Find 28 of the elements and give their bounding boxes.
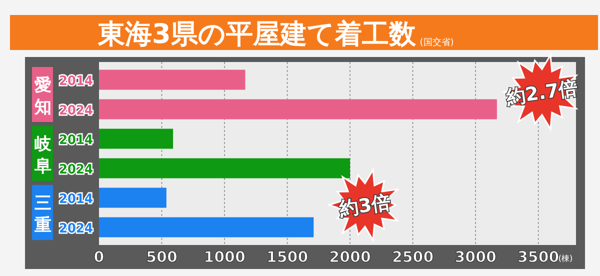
y-tick-label: 2014 <box>59 132 96 148</box>
bar <box>99 128 174 149</box>
y-tick-label: 2024 <box>59 221 96 236</box>
x-tick-label: 500 <box>146 248 178 266</box>
x-tick-label: 1000 <box>204 248 246 266</box>
text: 愛知 <box>34 76 52 118</box>
chart-title: 東海3県の平屋建て着工数 <box>97 19 417 50</box>
text: 三重 <box>34 194 52 236</box>
x-tick-label: 2500 <box>392 248 434 266</box>
annotation: 約3倍 <box>337 192 392 221</box>
x-tick-label: 3500 <box>517 248 560 266</box>
bar <box>99 70 246 90</box>
y-tick-label: 2024 <box>59 162 96 178</box>
bar <box>99 217 314 238</box>
x-tick-label: 2000 <box>329 248 371 266</box>
bar <box>99 158 350 178</box>
y-tick-label: 2024 <box>59 103 96 118</box>
x-axis-title: (棟) <box>558 254 573 263</box>
y-tick-label: 2014 <box>59 192 96 207</box>
annotation: 約2.7倍 <box>504 77 580 110</box>
x-tick-label: 1500 <box>266 248 308 266</box>
x-tick-label: 0 <box>94 248 104 266</box>
chart-subtitle: (国交省) <box>420 37 454 48</box>
bar <box>99 188 166 208</box>
y-tick-label: 2014 <box>59 74 96 89</box>
text: 岐阜 <box>34 134 52 176</box>
x-tick-label: 3000 <box>454 248 496 266</box>
bar <box>99 99 497 120</box>
